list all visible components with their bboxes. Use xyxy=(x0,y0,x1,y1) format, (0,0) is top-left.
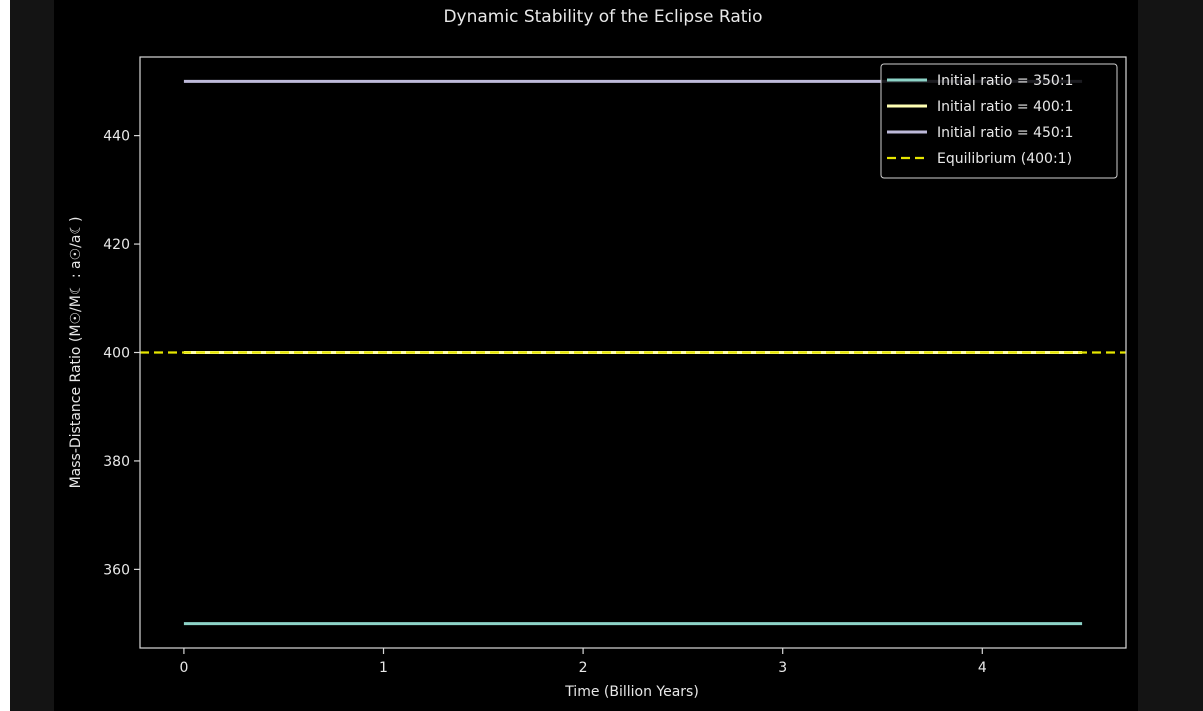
y-tick-label: 400 xyxy=(103,346,130,362)
y-axis-label: Mass-Distance Ratio (M☉/M☾ : a☉/a☾) xyxy=(68,217,84,489)
right-border xyxy=(1138,0,1203,711)
left-border xyxy=(10,0,54,711)
y-tick-label: 420 xyxy=(103,237,130,253)
x-tick-label: 0 xyxy=(179,660,188,676)
y-tick-label: 440 xyxy=(103,129,130,145)
legend-box xyxy=(880,63,1118,179)
legend-label: Initial ratio = 350:1 xyxy=(937,73,1073,89)
x-tick-label: 3 xyxy=(778,660,787,676)
y-tick-label: 380 xyxy=(103,454,130,470)
x-axis-label: Time (Billion Years) xyxy=(564,684,699,700)
x-tick-label: 2 xyxy=(579,660,588,676)
x-tick-label: 1 xyxy=(379,660,388,676)
y-tick-label: 360 xyxy=(103,562,130,578)
chart-title: Dynamic Stability of the Eclipse Ratio xyxy=(443,7,762,27)
legend-label: Equilibrium (400:1) xyxy=(937,151,1072,167)
legend-label: Initial ratio = 400:1 xyxy=(937,99,1073,115)
left-margin xyxy=(0,0,10,711)
legend-label: Initial ratio = 450:1 xyxy=(937,125,1073,141)
x-tick-label: 4 xyxy=(978,660,987,676)
